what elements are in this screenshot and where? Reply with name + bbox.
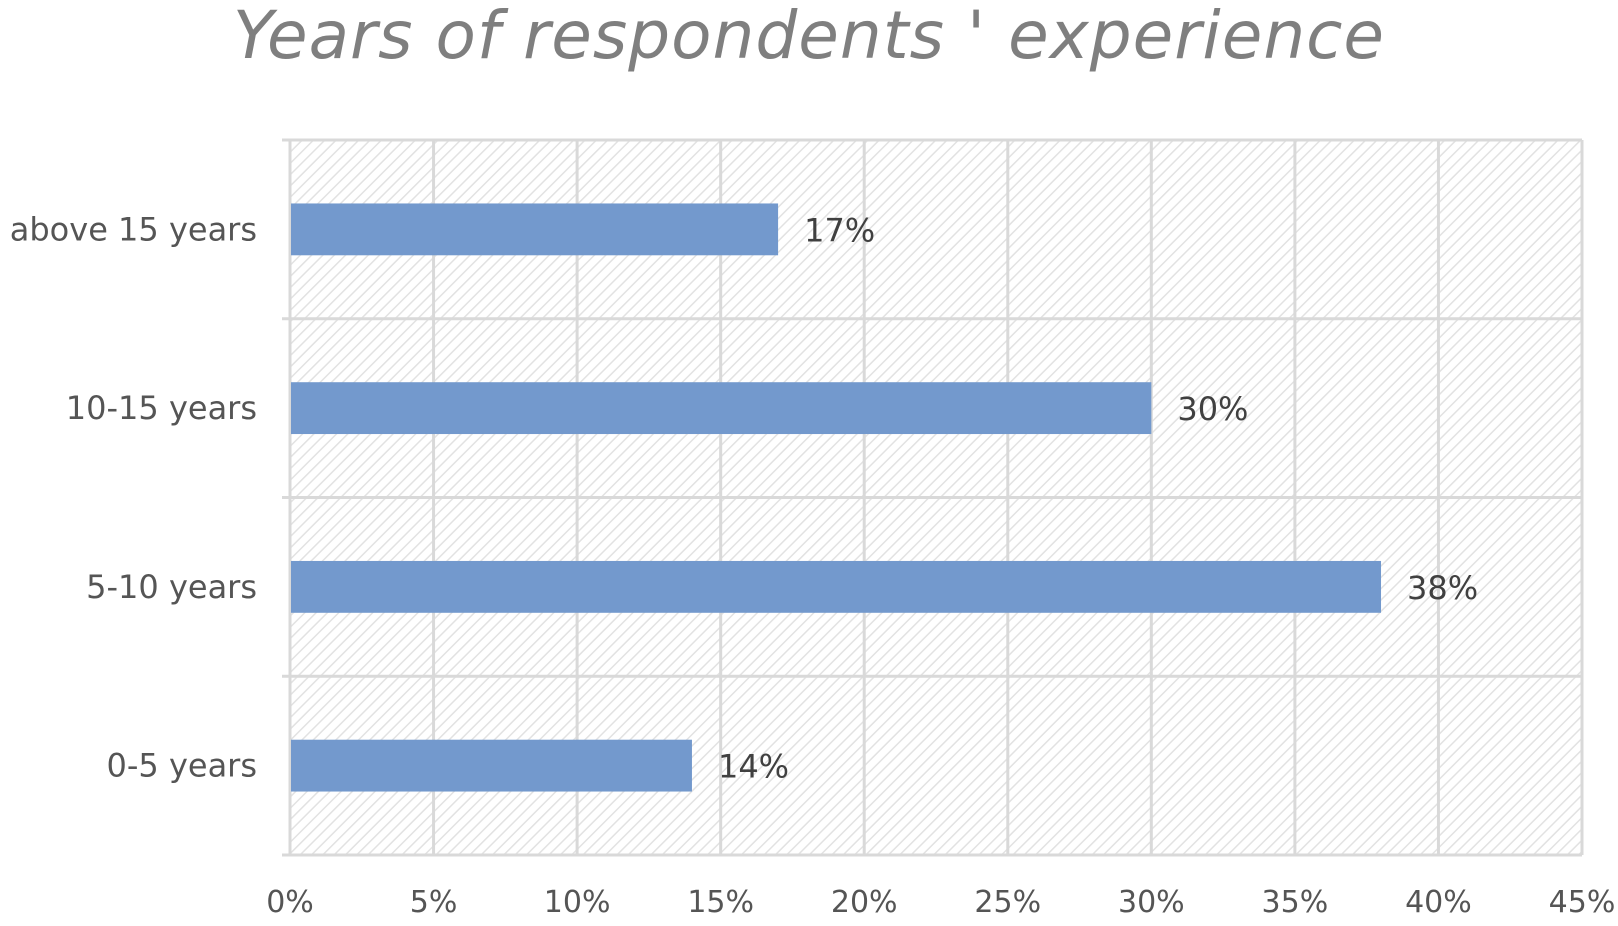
category-labels: above 15 years 10-15 years 5-10 years 0-5 y… — [10, 210, 257, 784]
chart-title: Years of respondents ' experience — [232, 0, 1386, 74]
x-tick-label: 35% — [1262, 885, 1329, 920]
bar — [291, 203, 779, 256]
data-label: 17% — [804, 211, 875, 249]
x-tick-label: 40% — [1405, 885, 1472, 920]
bars — [291, 203, 1382, 792]
x-tick-label: 20% — [831, 885, 898, 920]
x-tick-label: 45% — [1549, 885, 1616, 920]
data-labels: 17% 30% 38% 14% — [718, 211, 1478, 785]
x-tick-label: 30% — [1118, 885, 1185, 920]
bar — [291, 739, 692, 792]
data-label: 14% — [718, 748, 789, 786]
gridlines — [282, 138, 1584, 857]
category-label: 5-10 years — [86, 568, 257, 606]
x-tick-label: 5% — [410, 885, 458, 920]
x-tick-label: 15% — [687, 885, 754, 920]
bar — [291, 382, 1152, 435]
x-axis-tick-labels: 0% 5% 10% 15% 20% 25% 30% 35% 40% 45% — [266, 885, 1615, 920]
category-label: 10-15 years — [66, 389, 257, 427]
data-label: 30% — [1177, 390, 1248, 428]
category-label: above 15 years — [10, 210, 257, 248]
x-tick-label: 10% — [544, 885, 611, 920]
category-label: 0-5 years — [107, 747, 258, 785]
x-tick-label: 25% — [974, 885, 1041, 920]
bar — [291, 560, 1382, 613]
x-tick-label: 0% — [266, 885, 314, 920]
data-label: 38% — [1407, 569, 1478, 607]
